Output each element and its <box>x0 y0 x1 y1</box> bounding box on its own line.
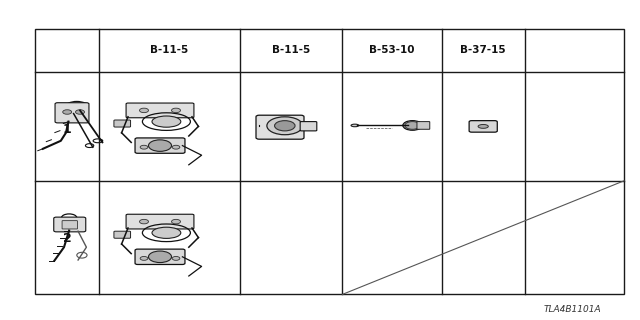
Text: 1: 1 <box>63 123 72 136</box>
Ellipse shape <box>351 124 358 127</box>
Circle shape <box>172 108 180 113</box>
Circle shape <box>172 257 180 260</box>
Circle shape <box>405 122 420 129</box>
FancyBboxPatch shape <box>135 138 185 153</box>
Text: TLA4B1101A: TLA4B1101A <box>544 305 602 314</box>
Circle shape <box>148 140 172 151</box>
Circle shape <box>140 108 148 113</box>
FancyBboxPatch shape <box>135 249 185 264</box>
FancyBboxPatch shape <box>54 217 86 232</box>
Text: B-37-15: B-37-15 <box>460 45 506 55</box>
Circle shape <box>140 220 148 224</box>
Circle shape <box>63 110 72 114</box>
FancyBboxPatch shape <box>55 103 89 123</box>
Circle shape <box>275 121 295 131</box>
Circle shape <box>140 145 148 149</box>
FancyBboxPatch shape <box>417 122 430 129</box>
FancyBboxPatch shape <box>114 231 131 238</box>
Bar <box>35 29 624 294</box>
Ellipse shape <box>478 124 488 128</box>
FancyBboxPatch shape <box>126 103 194 118</box>
FancyBboxPatch shape <box>62 221 77 229</box>
Ellipse shape <box>152 227 181 238</box>
Ellipse shape <box>403 121 422 130</box>
Circle shape <box>172 145 180 149</box>
Ellipse shape <box>152 116 181 127</box>
FancyBboxPatch shape <box>469 121 497 132</box>
Circle shape <box>76 110 84 114</box>
Text: B-11-5: B-11-5 <box>272 45 310 55</box>
Text: 2: 2 <box>63 232 72 245</box>
FancyBboxPatch shape <box>114 120 131 127</box>
Circle shape <box>148 251 172 262</box>
FancyBboxPatch shape <box>126 214 194 229</box>
Text: B-11-5: B-11-5 <box>150 45 189 55</box>
Text: B-53-10: B-53-10 <box>369 45 415 55</box>
FancyBboxPatch shape <box>300 122 317 131</box>
FancyBboxPatch shape <box>256 115 304 139</box>
Circle shape <box>267 117 303 135</box>
Circle shape <box>140 257 148 260</box>
Circle shape <box>172 220 180 224</box>
